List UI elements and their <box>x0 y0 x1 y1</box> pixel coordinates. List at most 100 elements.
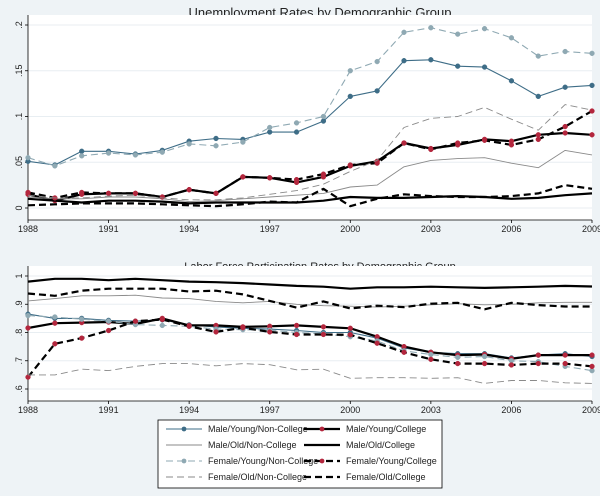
y-tick-label-2: .2 <box>14 21 24 29</box>
series-labor-force <box>25 277 595 384</box>
y-tick-label-1: .1 <box>14 113 24 121</box>
point-female-young-non-college-2005 <box>481 353 488 360</box>
y-tick-label-7: .7 <box>14 357 24 365</box>
point-female-young-college-1991 <box>105 190 112 197</box>
legend-label-female-young-non-college: Female/Young/Non-College <box>208 456 318 466</box>
point-female-young-college-1988 <box>25 189 31 196</box>
series-line-female-young-non-college <box>27 27 593 167</box>
point-female-young-college-1992 <box>132 318 139 324</box>
point-male-young-non-college-2008 <box>562 84 568 90</box>
point-female-young-non-college-1994 <box>186 141 192 147</box>
point-male-young-non-college-2004 <box>455 63 461 69</box>
point-male-young-college-2009 <box>589 132 595 138</box>
legend-item-female-young-college: Female/Young/College <box>304 456 437 466</box>
point-female-young-college-2008 <box>562 360 568 367</box>
point-female-young-college-1996 <box>240 174 246 180</box>
x-tick-label-2009: 2009 <box>582 224 600 234</box>
point-female-young-college-2008 <box>562 123 568 130</box>
series-line-female-old-college <box>27 184 593 208</box>
point-female-young-college-1988 <box>25 374 31 380</box>
axes-labor-force: .6 .7 .8 .9 1 1988 1991 1994 1997 2000 2003 2006 200… <box>14 266 600 415</box>
point-male-young-non-college-2005 <box>481 64 488 70</box>
legend-label-female-old-non-college: Female/Old/Non-College <box>208 472 307 482</box>
point-female-young-college-1999 <box>320 171 327 177</box>
point-female-young-college-1992 <box>132 190 139 197</box>
point-female-young-college-2009 <box>589 363 595 370</box>
x-tick-label-2000: 2000 <box>340 405 360 415</box>
point-male-young-college-1998 <box>293 322 300 329</box>
point-male-young-non-college-2001 <box>374 88 380 94</box>
y-tick-label-05: .05 <box>14 156 24 169</box>
point-male-young-college-2008 <box>562 352 568 358</box>
y-tick-label-0: 0 <box>14 205 24 210</box>
point-female-young-college-1995 <box>213 329 219 335</box>
x-tick-label-2009: 2009 <box>582 405 600 415</box>
series-line-male-old-college <box>27 192 593 205</box>
series-line-female-old-non-college <box>28 363 593 384</box>
series-unemployment <box>25 25 595 208</box>
x-tick-label-2006: 2006 <box>501 405 521 415</box>
point-female-young-non-college-1992 <box>132 152 139 158</box>
axes-unemployment: 0 .05 .1 .15 .2 1988 1991 1994 1997 2000 2003 2006 2… <box>14 15 600 234</box>
point-female-young-non-college-1989 <box>52 163 58 169</box>
x-tick-label-2006: 2006 <box>501 224 521 234</box>
point-female-young-non-college-1997 <box>267 124 273 131</box>
point-female-young-non-college-1993 <box>159 149 165 155</box>
point-female-young-non-college-2005 <box>481 26 488 32</box>
point-female-young-college-1997 <box>267 175 273 181</box>
plot-area-unemployment <box>28 15 592 220</box>
point-female-young-non-college-2006 <box>508 35 515 41</box>
point-male-young-non-college-1995 <box>213 135 219 142</box>
series-line-female-young-non-college <box>27 315 593 372</box>
point-female-young-college-2005 <box>481 137 488 143</box>
series-line-male-old-college <box>27 277 593 290</box>
point-female-young-college-1994 <box>186 187 192 193</box>
series-line-male-old-non-college <box>27 149 593 203</box>
x-tick-label-2003: 2003 <box>421 224 441 234</box>
series-line-female-old-college <box>27 287 592 311</box>
point-female-young-non-college-1989 <box>52 314 58 320</box>
y-tick-label-8: .8 <box>14 329 24 337</box>
point-female-young-non-college-2002 <box>401 29 407 35</box>
legend-marker-male-young-college <box>319 426 325 432</box>
y-tick-label-1: 1 <box>14 273 24 278</box>
x-tick-label-2000: 2000 <box>340 224 360 234</box>
point-male-young-non-college-1999 <box>320 118 327 124</box>
legend-item-male-young-non-college: Male/Young/Non-College <box>166 424 308 434</box>
point-male-young-college-1988 <box>25 325 31 331</box>
legend-item-female-old-non-college: Female/Old/Non-College <box>166 472 307 482</box>
point-female-young-college-1993 <box>159 194 165 200</box>
point-male-young-college-2007 <box>535 352 541 358</box>
point-female-young-college-2003 <box>428 146 434 153</box>
point-female-young-college-2009 <box>589 108 595 114</box>
point-female-young-college-1998 <box>293 176 300 183</box>
point-female-young-non-college-1991 <box>105 150 112 156</box>
x-tick-label-1997: 1997 <box>260 405 280 415</box>
legend-box <box>157 419 443 489</box>
gridlines-unemployment <box>28 24 592 209</box>
legend-items: Male/Young/Non-College Male/Young/College… <box>166 424 437 482</box>
point-male-young-non-college-2006 <box>508 78 515 84</box>
point-female-young-non-college-2003 <box>428 351 434 358</box>
legend-label-female-old-college: Female/Old/College <box>346 472 426 482</box>
point-female-young-non-college-2008 <box>562 48 568 55</box>
point-male-young-non-college-2003 <box>428 57 434 63</box>
point-female-young-college-1990 <box>79 189 85 196</box>
series-line-male-young-college <box>27 131 593 202</box>
point-male-young-non-college-2009 <box>589 82 595 89</box>
point-female-young-non-college-2007 <box>535 53 541 59</box>
point-female-young-non-college-2003 <box>428 25 434 31</box>
legend: Male/Young/Non-College Male/Young/College… <box>157 419 443 489</box>
y-tick-label-15: .15 <box>14 64 24 77</box>
point-male-young-non-college-1997 <box>267 129 273 135</box>
point-female-young-non-college-2000 <box>347 68 353 74</box>
legend-marker-male-young-non-college <box>181 426 187 432</box>
point-female-young-college-1991 <box>105 327 112 334</box>
point-female-young-college-1997 <box>267 329 273 335</box>
point-female-young-non-college-1995 <box>213 143 219 149</box>
legend-label-male-young-college: Male/Young/College <box>346 424 426 434</box>
point-female-young-college-1989 <box>52 341 58 347</box>
y-tick-label-6: .6 <box>14 385 24 393</box>
point-female-young-non-college-2004 <box>455 354 461 361</box>
point-female-young-non-college-1993 <box>159 322 165 329</box>
